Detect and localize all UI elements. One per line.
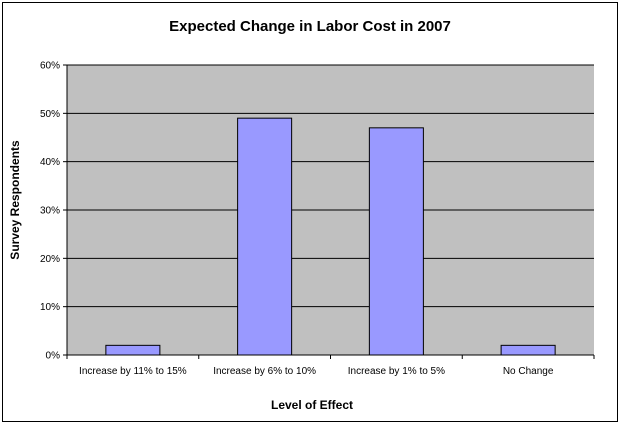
x-axis: Increase by 11% to 15% Increase by 6% to …	[66, 354, 595, 377]
bar	[105, 344, 161, 356]
y-axis-title: Survey Respondents	[8, 140, 22, 260]
bar-series	[105, 117, 556, 356]
chart-title: Expected Change in Labor Cost in 2007	[169, 18, 451, 35]
y-tick-label: 40%	[40, 157, 60, 168]
bar	[500, 344, 556, 356]
y-tick-label: 0%	[46, 351, 61, 362]
y-tick-label: 50%	[40, 109, 60, 120]
bar	[237, 117, 293, 356]
y-tick-label: 10%	[40, 302, 60, 313]
x-tick-label: Increase by 6% to 10%	[213, 366, 316, 377]
x-tick-label: No Change	[503, 366, 554, 377]
gridlines	[67, 64, 594, 308]
y-tick-label: 60%	[40, 61, 60, 72]
y-tick-label: 30%	[40, 206, 60, 217]
y-axis: 0% 10% 20% 30% 40% 50% 60%	[40, 61, 68, 362]
x-tick-label: Increase by 1% to 5%	[348, 366, 445, 377]
bar	[368, 127, 424, 356]
x-tick-label: Increase by 11% to 15%	[79, 366, 187, 377]
y-tick-label: 20%	[40, 254, 60, 265]
x-axis-title: Level of Effect	[271, 398, 353, 412]
